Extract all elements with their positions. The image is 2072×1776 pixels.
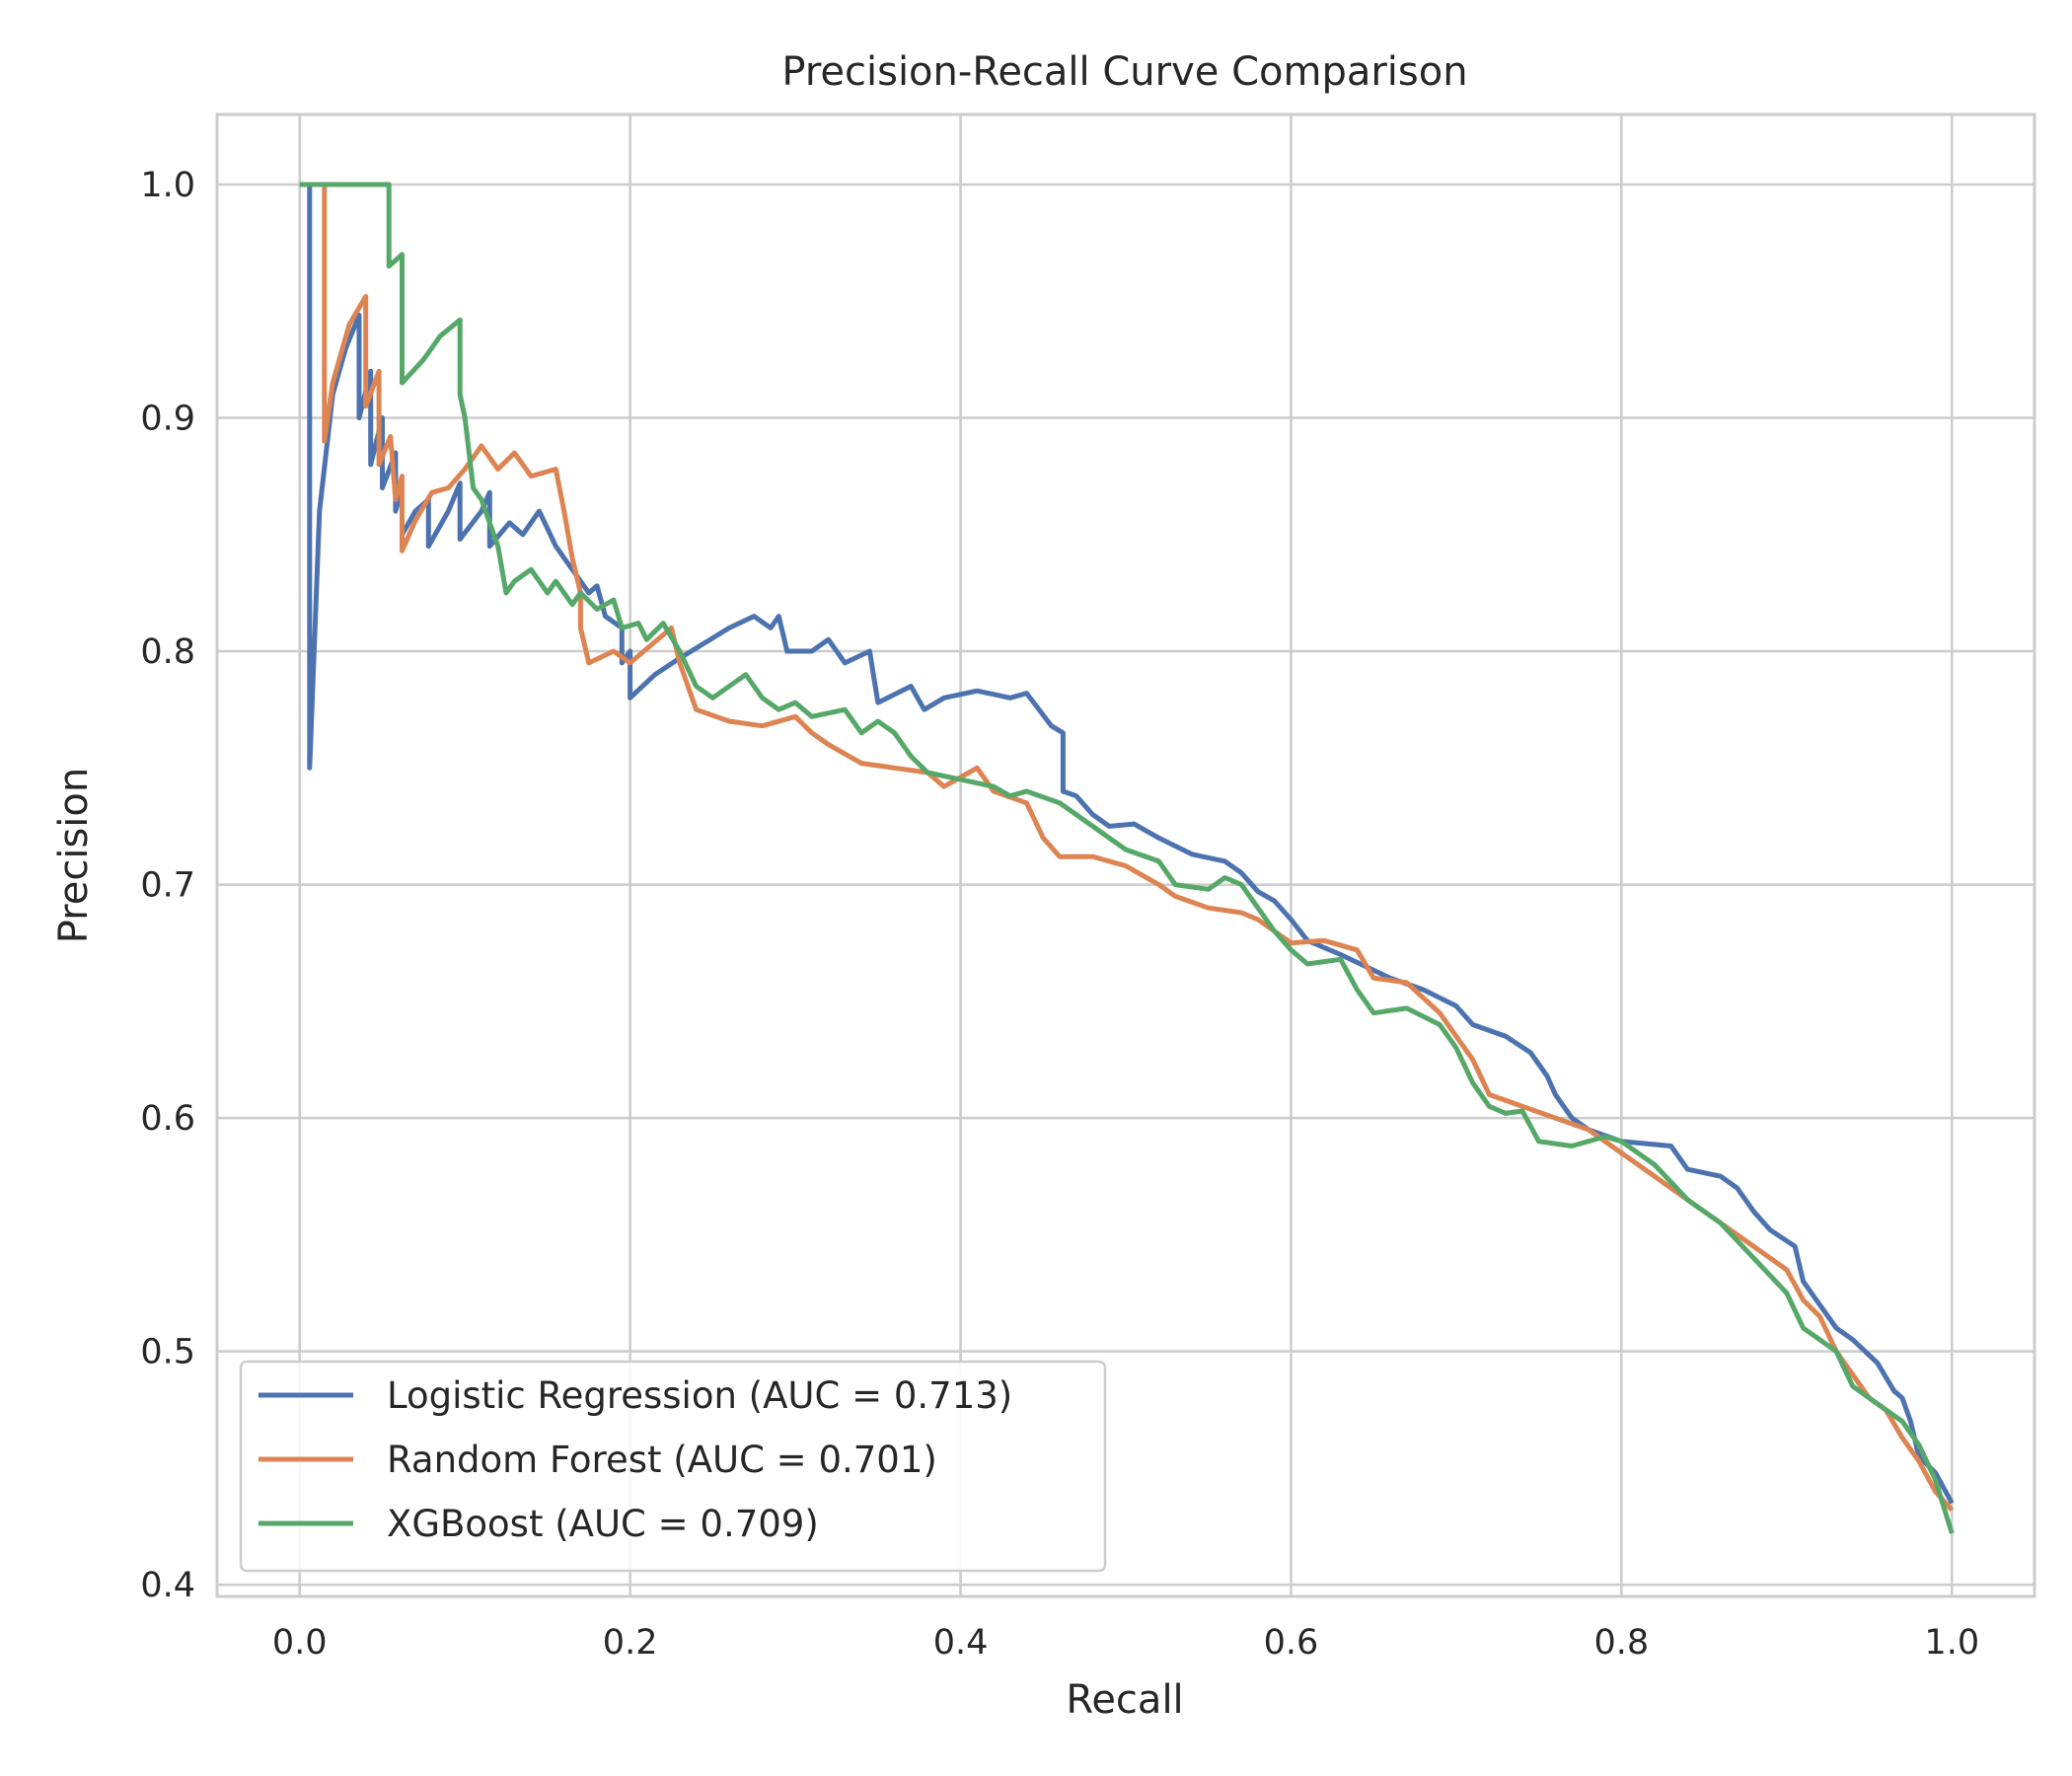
- x-tick-label: 0.8: [1594, 1623, 1650, 1663]
- legend-entry-label: Random Forest (AUC = 0.701): [387, 1439, 937, 1481]
- legend-box: [239, 1360, 1107, 1573]
- y-tick-label: 0.8: [140, 632, 195, 672]
- series-lines: [299, 182, 1955, 1534]
- y-tick-label: 0.4: [140, 1566, 195, 1605]
- y-axis-ticks: 0.4 0.5 0.6 0.7 0.8 0.9 1.0: [140, 166, 195, 1605]
- y-axis-label: Precision: [51, 768, 97, 943]
- legend-entry-label: XGBoost (AUC = 0.709): [387, 1503, 819, 1545]
- x-tick-label: 0.2: [603, 1623, 658, 1663]
- legend: Logistic Regression (AUC = 0.713) Random …: [239, 1360, 1107, 1573]
- y-tick-label: 1.0: [140, 166, 195, 205]
- x-tick-label: 0.0: [272, 1623, 328, 1663]
- y-tick-label: 0.7: [140, 866, 195, 906]
- y-tick-label: 0.9: [140, 399, 195, 438]
- y-tick-label: 0.5: [140, 1333, 195, 1372]
- x-tick-label: 0.6: [1264, 1623, 1319, 1663]
- x-tick-label: 1.0: [1924, 1623, 1979, 1663]
- x-tick-label: 0.4: [933, 1623, 989, 1663]
- x-axis-label: Recall: [1066, 1677, 1183, 1723]
- grid-lines: [217, 114, 2035, 1596]
- x-axis-ticks: 0.0 0.2 0.4 0.6 0.8 1.0: [272, 1623, 1979, 1663]
- legend-entry-label: Logistic Regression (AUC = 0.713): [387, 1374, 1012, 1417]
- plot-frame: [215, 112, 2036, 1598]
- y-tick-label: 0.6: [140, 1099, 195, 1139]
- series-line-2: [299, 182, 1955, 1534]
- chart-title: Precision-Recall Curve Comparison: [781, 49, 1467, 95]
